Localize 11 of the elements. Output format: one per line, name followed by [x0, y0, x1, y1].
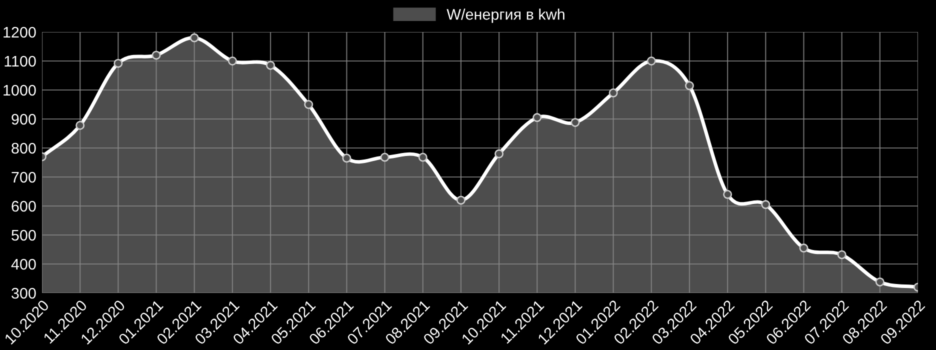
y-tick-label: 300 — [12, 288, 36, 299]
y-tick-label: 700 — [12, 172, 36, 183]
y-tick-label: 400 — [11, 258, 36, 270]
y-tick-label: 900 — [12, 114, 36, 125]
legend-label: W/енергия в kwh — [446, 8, 564, 23]
y-tick-label: 1000 — [4, 84, 36, 96]
y-tick-label: 500 — [12, 230, 36, 241]
y-tick-label: 600 — [12, 200, 36, 212]
y-tick-label: 1200 — [4, 26, 36, 38]
y-tick-label: 1100 — [4, 56, 36, 67]
y-tick-label: 800 — [12, 142, 36, 154]
